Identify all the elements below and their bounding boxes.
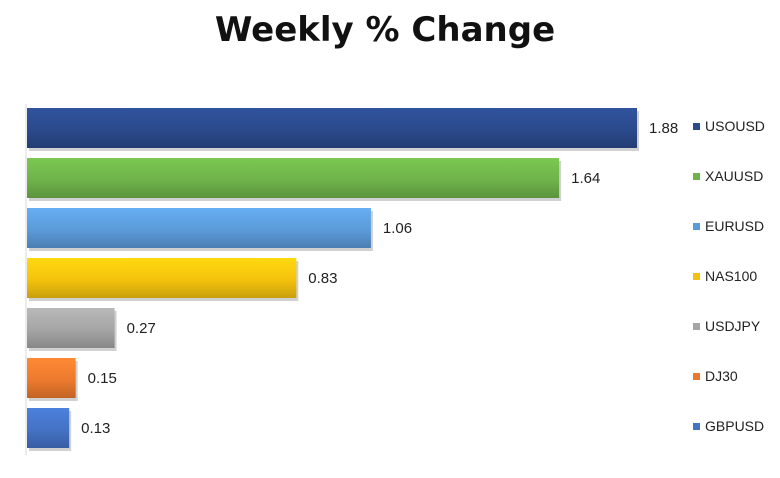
value-label-eurusd: 1.06 — [383, 220, 412, 237]
bars-layer — [27, 108, 639, 451]
bar-nas100 — [27, 258, 297, 298]
legend-label-gbpusd: GBPUSD — [705, 418, 764, 434]
legend-label-nas100: NAS100 — [705, 268, 757, 284]
legend-label-usdjpy: USDJPY — [705, 318, 761, 334]
legend-label-eurusd: EURUSD — [705, 218, 764, 234]
value-label-gbpusd: 0.13 — [81, 420, 110, 437]
chart-title: Weekly % Change — [214, 10, 556, 50]
bar-usdjpy — [27, 308, 115, 348]
value-label-usousd: 1.88 — [649, 120, 678, 137]
legend-label-xauusd: XAUUSD — [705, 168, 763, 184]
legend-swatch-dj30 — [693, 373, 700, 380]
value-label-usdjpy: 0.27 — [127, 320, 156, 337]
legend: USOUSD XAUUSD EURUSD NAS100 USDJPY DJ30 GBPUSD — [693, 118, 765, 434]
legend-swatch-eurusd — [693, 223, 700, 230]
legend-swatch-nas100 — [693, 273, 700, 280]
legend-label-usousd: USOUSD — [705, 118, 765, 134]
bar-gbpusd — [27, 408, 70, 448]
bar-xauusd — [27, 158, 560, 198]
legend-label-dj30: DJ30 — [705, 368, 738, 384]
value-label-xauusd: 1.64 — [571, 170, 600, 187]
legend-swatch-gbpusd — [693, 423, 700, 430]
bar-usousd — [27, 108, 637, 148]
legend-swatch-usdjpy — [693, 323, 700, 330]
legend-swatch-usousd — [693, 123, 700, 130]
bar-dj30 — [27, 358, 76, 398]
value-label-nas100: 0.83 — [308, 270, 337, 287]
value-labels-layer: 1.88 1.64 1.06 0.83 0.27 0.15 0.13 — [81, 120, 678, 437]
bar-eurusd — [27, 208, 371, 248]
value-label-dj30: 0.15 — [88, 370, 117, 387]
legend-swatch-xauusd — [693, 173, 700, 180]
